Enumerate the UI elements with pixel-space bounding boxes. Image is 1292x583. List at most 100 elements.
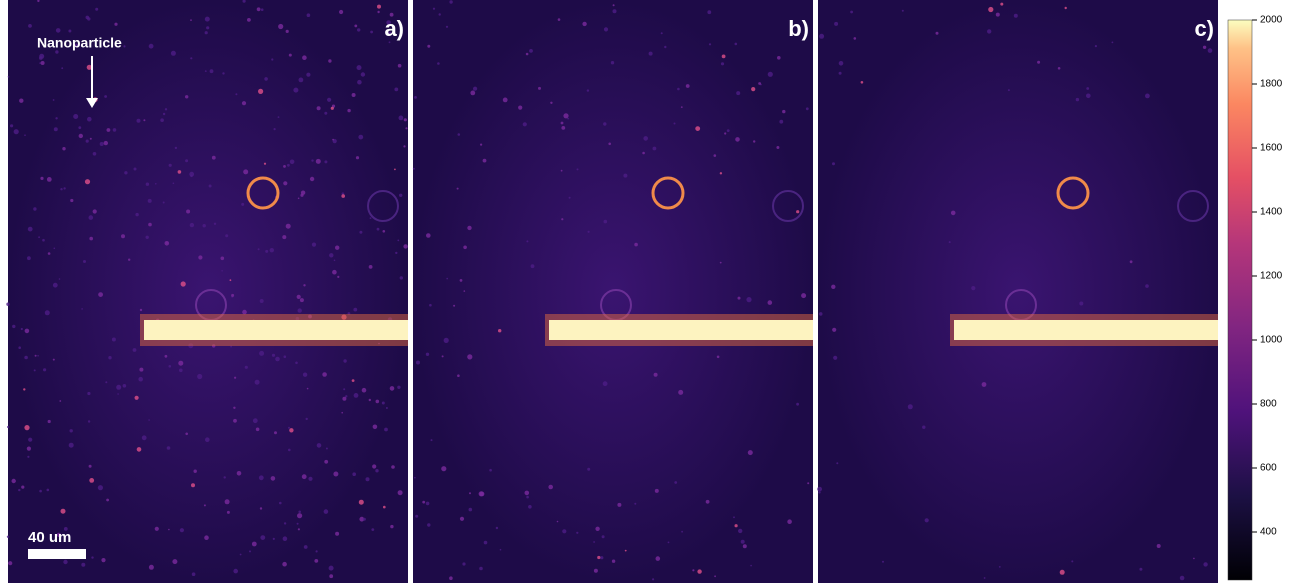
particle (819, 312, 823, 316)
particle (746, 297, 751, 302)
particle (171, 51, 176, 56)
particle (394, 169, 396, 171)
particle (714, 575, 716, 577)
particle (357, 65, 362, 70)
particle (612, 560, 615, 563)
particle (214, 223, 216, 225)
particle (59, 400, 61, 402)
particle (106, 499, 109, 502)
particle (70, 429, 73, 432)
particle (400, 276, 403, 279)
particle (861, 81, 864, 84)
particle (79, 134, 83, 138)
particle (124, 171, 127, 174)
particle (88, 420, 90, 422)
particle (7, 426, 9, 428)
particle (48, 420, 51, 423)
particle (191, 483, 195, 487)
particle (225, 234, 228, 237)
particle (243, 169, 248, 174)
particle (341, 412, 343, 414)
particle (526, 496, 529, 499)
particle (341, 194, 345, 198)
particle (1076, 98, 1079, 101)
particle (24, 134, 26, 136)
particle (297, 523, 299, 525)
particle (241, 203, 244, 206)
particle (107, 128, 111, 132)
particle (394, 88, 398, 92)
particle (807, 482, 809, 484)
particle (377, 5, 381, 9)
particle (233, 407, 235, 409)
particle (480, 144, 482, 146)
particle (727, 129, 730, 132)
colorbar-tick-label: 1000 (1260, 335, 1283, 346)
particle (242, 101, 246, 105)
particle (415, 515, 418, 518)
particle (1193, 558, 1195, 560)
particle (93, 152, 97, 156)
particle (721, 62, 724, 65)
particle (21, 328, 23, 330)
particle (165, 108, 167, 110)
particle (720, 172, 722, 174)
particle (301, 191, 305, 195)
particle (139, 368, 143, 372)
particle (95, 8, 98, 11)
particle (681, 106, 683, 108)
particle (87, 117, 92, 122)
particle (1145, 284, 1149, 288)
particle (562, 529, 566, 533)
particle (142, 435, 147, 440)
particle (121, 234, 125, 238)
particle (951, 211, 956, 216)
particle (1203, 562, 1207, 566)
particle (163, 202, 165, 204)
particle (112, 338, 116, 342)
particle (449, 576, 453, 580)
particle (40, 177, 43, 180)
particle (282, 562, 287, 567)
particle (403, 145, 405, 147)
particle (678, 390, 683, 395)
particle (587, 89, 589, 91)
particle (526, 240, 528, 242)
particle (457, 374, 460, 377)
particle (222, 72, 224, 74)
particle (427, 523, 430, 526)
particle (404, 118, 407, 121)
particle (18, 346, 21, 349)
particle (306, 418, 308, 420)
particle (148, 199, 152, 203)
particle (426, 502, 430, 506)
particle (27, 256, 31, 260)
particle (753, 140, 755, 142)
particle (185, 95, 188, 98)
particle (24, 356, 28, 360)
particle (720, 262, 722, 264)
particle (674, 123, 676, 125)
particle (925, 518, 929, 522)
particle (1060, 570, 1065, 575)
particle (138, 377, 143, 382)
particle (831, 285, 835, 289)
particle (225, 499, 230, 504)
particle (240, 554, 242, 556)
particle (289, 54, 292, 57)
particle (733, 516, 735, 518)
particle (148, 223, 152, 227)
image-panel: a) (6, 0, 408, 583)
particle (668, 542, 670, 544)
particle (1180, 576, 1185, 581)
particle (457, 188, 459, 190)
particle (45, 310, 50, 315)
particle (190, 57, 192, 59)
particle (390, 525, 393, 528)
particle (117, 393, 119, 395)
particle (353, 308, 357, 312)
particle (706, 500, 710, 504)
particle (463, 246, 467, 250)
particle (317, 106, 321, 110)
particle (1037, 61, 1040, 64)
